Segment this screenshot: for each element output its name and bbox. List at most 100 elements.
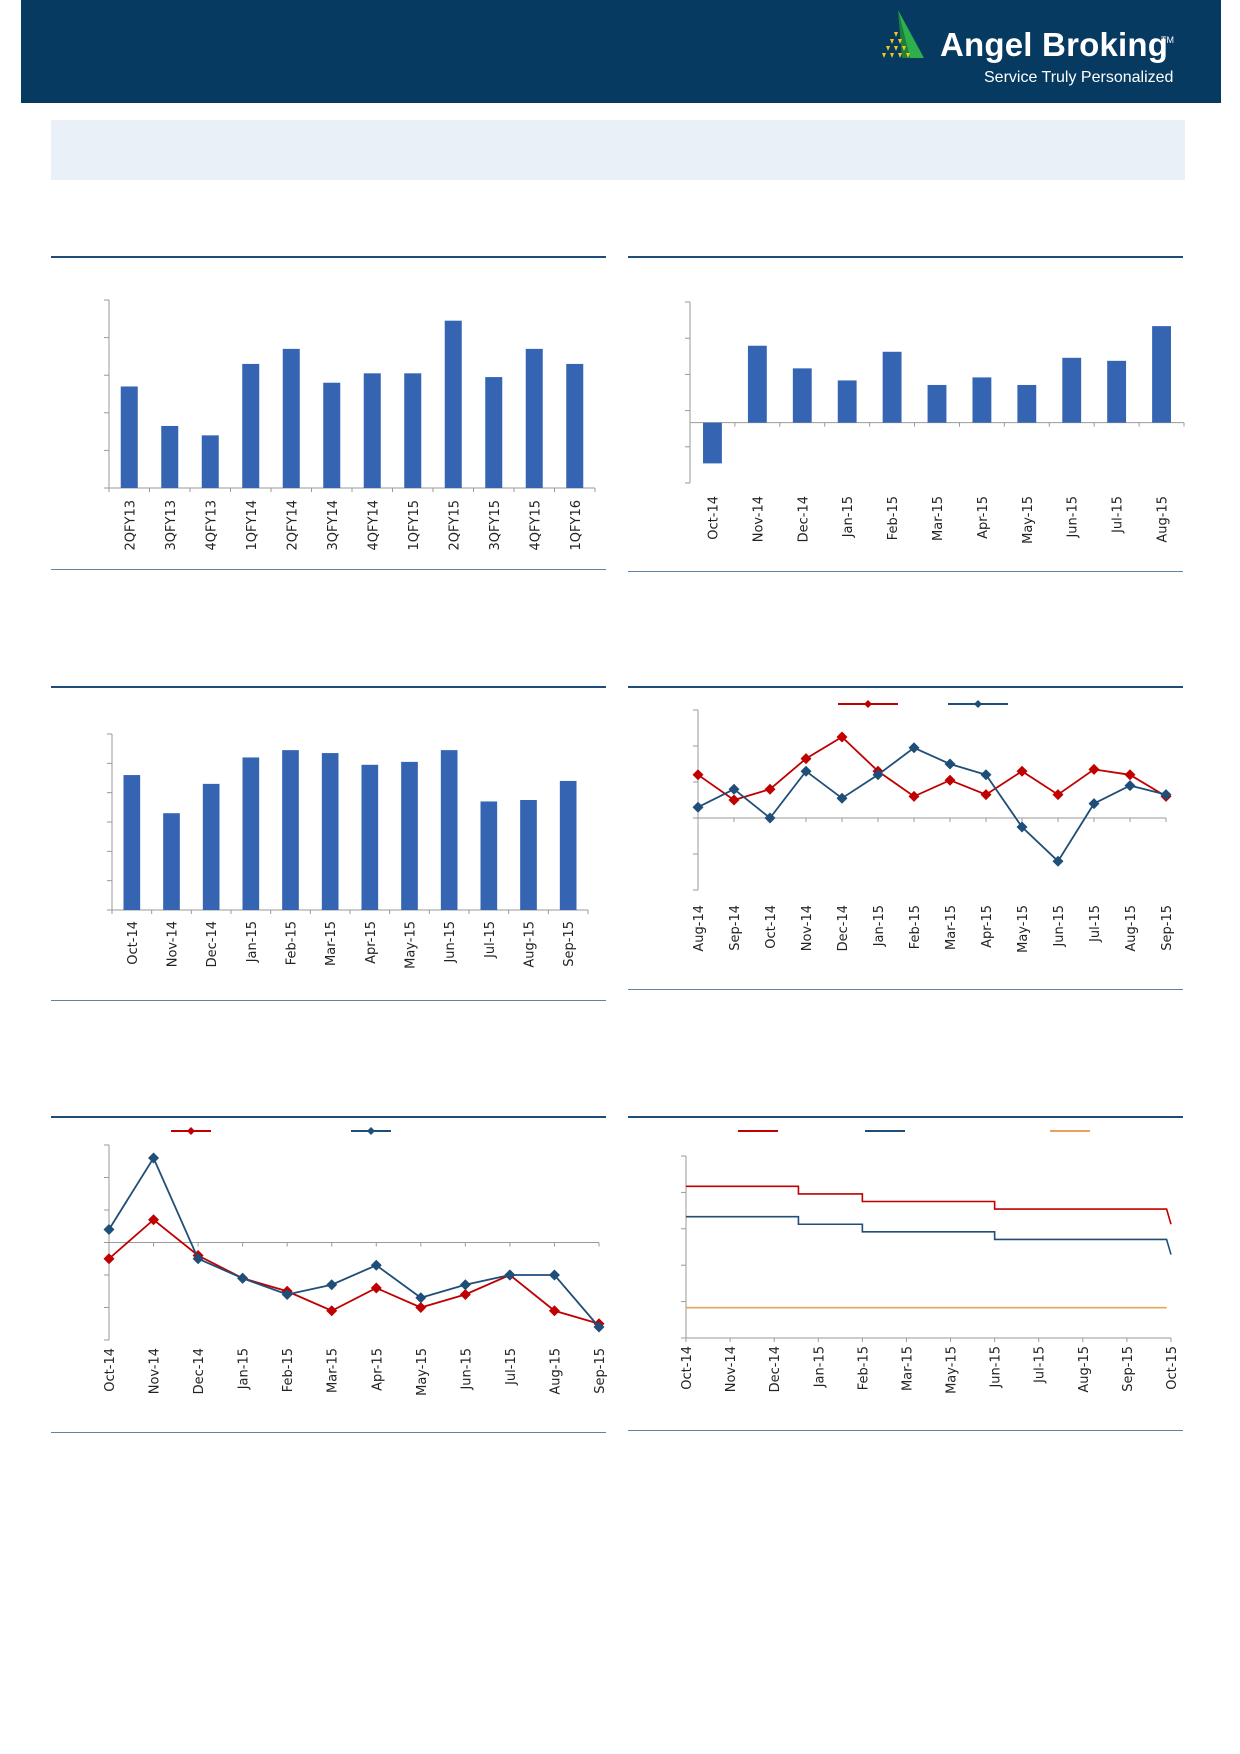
chart4-point xyxy=(944,758,956,770)
chart4-point xyxy=(800,765,812,777)
chart5-point xyxy=(548,1269,560,1281)
chart5-x-label: Apr-15 xyxy=(370,1348,385,1391)
chart1-x-label: 3QFY13 xyxy=(164,500,179,550)
chart5-x-label: Jan-15 xyxy=(237,1348,252,1390)
chart3-x-label: Oct-14 xyxy=(126,921,141,965)
chart2-x-label: Oct-14 xyxy=(706,496,721,540)
chart5-bottom-rule xyxy=(51,1432,606,1433)
chart4-legend-marker xyxy=(974,700,982,708)
chart4-x-label: Nov-14 xyxy=(800,905,815,951)
chart3-top-rule xyxy=(51,686,606,688)
chart6-x-label: Sep-15 xyxy=(1121,1346,1136,1392)
chart2-x-label: Feb-15 xyxy=(886,496,901,540)
chart6-x-label: May-15 xyxy=(945,1346,960,1394)
chart2-x-label: May-15 xyxy=(1021,496,1036,544)
chart4-point xyxy=(728,783,740,795)
chart3-x-label: Feb-15 xyxy=(285,921,300,965)
chart5-point xyxy=(370,1282,382,1294)
chart5-point xyxy=(148,1152,160,1164)
chart6-top-rule xyxy=(628,1116,1183,1118)
chart1-bottom-rule xyxy=(51,569,606,570)
chart4-point xyxy=(1160,789,1172,801)
chart6-x-label: Oct-15 xyxy=(1165,1346,1180,1390)
chart2-bar xyxy=(1062,357,1082,423)
chart-index-bars: Oct-14 Nov-14 Dec-14 Jan-15 Feb-15 Mar-15 Apr-… xyxy=(107,733,589,969)
chart4-point xyxy=(872,769,884,781)
chart4-point xyxy=(1124,780,1136,792)
chart1-x-label: 3QFY14 xyxy=(326,500,341,550)
chart4-point xyxy=(836,731,848,743)
chart5-series-line xyxy=(108,1156,600,1328)
chart4-point xyxy=(908,742,920,754)
chart1-bar xyxy=(120,386,138,488)
chart1-x-label: 2QFY14 xyxy=(285,500,300,550)
chart4-bottom-rule xyxy=(628,989,1183,990)
chart5-point xyxy=(370,1259,382,1271)
chart6-x-label: Feb-15 xyxy=(856,1346,871,1390)
chart4-point xyxy=(1016,765,1028,777)
chart5-point xyxy=(548,1305,560,1317)
chart4-series-line xyxy=(697,746,1167,863)
chart5-x-label: Nov-14 xyxy=(148,1348,163,1394)
chart1-x-label: 1QFY16 xyxy=(569,500,584,550)
chart5-point xyxy=(415,1302,427,1313)
chart4-point xyxy=(1088,798,1100,810)
chart5-point xyxy=(593,1321,605,1333)
chart5-x-label: Aug-15 xyxy=(548,1348,563,1395)
chart1-top-rule xyxy=(51,256,606,258)
chart1-bar xyxy=(525,348,543,488)
chart5-x-label: Mar-15 xyxy=(326,1348,341,1393)
chart5-legend-marker xyxy=(187,1127,195,1135)
brand-tagline: Service Truly Personalized xyxy=(984,69,1174,86)
chart2-x-label: Aug-15 xyxy=(1156,496,1171,543)
chart2-bar xyxy=(1107,360,1127,423)
chart1-bar xyxy=(282,348,300,488)
chart1-bar xyxy=(242,363,260,488)
chart6-bottom-rule xyxy=(628,1430,1183,1431)
chart3-x-label: Jan-15 xyxy=(245,921,260,963)
chart4-x-label: Mar-15 xyxy=(944,905,959,950)
chart3-bar xyxy=(163,813,180,910)
chart2-bar xyxy=(1152,326,1171,423)
chart1-bar xyxy=(404,373,422,488)
chart6-x-label: Jan-15 xyxy=(812,1346,827,1388)
chart1-x-label: 1QFY15 xyxy=(407,500,422,550)
chart5-x-label: Dec-14 xyxy=(192,1348,207,1394)
chart4-x-label: Sep-14 xyxy=(728,905,743,951)
chart2-bar xyxy=(792,368,812,423)
chart3-bar xyxy=(202,783,220,910)
chart1-x-label: 3QFY15 xyxy=(488,500,503,550)
chart4-x-label: May-15 xyxy=(1016,905,1031,953)
chart5-point xyxy=(192,1253,204,1265)
chart2-x-label: Jul-15 xyxy=(1111,496,1126,534)
chart5-x-label: Feb-15 xyxy=(281,1348,296,1392)
chart1-x-label: 2QFY13 xyxy=(123,500,138,550)
chart3-bar xyxy=(520,800,537,910)
chart1-bar xyxy=(363,373,381,488)
chart3-bar xyxy=(282,750,299,910)
chart4-x-label: Jan-15 xyxy=(872,905,887,947)
chart6-x-label: Mar-15 xyxy=(900,1346,915,1391)
chart4-x-label: Aug-15 xyxy=(1124,905,1139,952)
chart2-bar xyxy=(747,345,767,423)
chart5-top-rule xyxy=(51,1116,606,1118)
chart6-x-label: Jun-15 xyxy=(989,1346,1004,1389)
chart5-x-label: Sep-15 xyxy=(593,1348,608,1394)
chart4-point xyxy=(692,801,704,813)
chart2-bar xyxy=(972,377,992,423)
brand-name: Angel Broking xyxy=(940,26,1169,63)
chart1-bar xyxy=(444,320,462,488)
chart1-bar xyxy=(161,425,179,488)
chart4-x-label: Aug-14 xyxy=(692,905,707,952)
chart4-x-label: Jun-15 xyxy=(1052,905,1067,948)
chart4-point xyxy=(1088,763,1100,775)
chart3-x-label: Apr-15 xyxy=(364,921,379,964)
chart4-point xyxy=(692,769,704,781)
angel-logo-icon xyxy=(882,10,924,58)
chart2-bar xyxy=(703,422,722,464)
chart6-series-line xyxy=(686,1185,1172,1225)
chart3-bar xyxy=(321,753,339,910)
chart5-point xyxy=(326,1279,338,1291)
chart5-point xyxy=(103,1253,115,1265)
chart1-x-label: 4QFY15 xyxy=(528,500,543,550)
